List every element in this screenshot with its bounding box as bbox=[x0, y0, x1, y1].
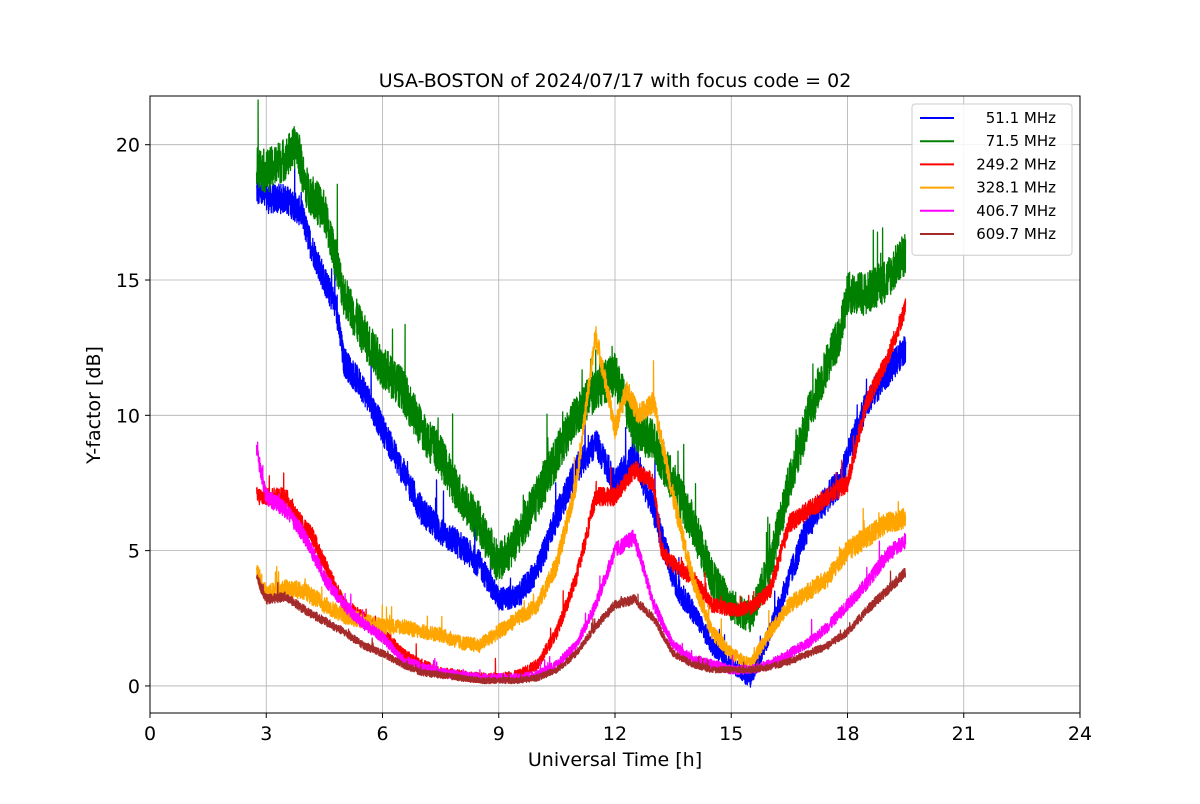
x-tick-label: 3 bbox=[260, 723, 272, 745]
x-tick-label: 18 bbox=[835, 723, 859, 745]
y-axis-label: Y-factor [dB] bbox=[83, 346, 105, 465]
x-tick-label: 9 bbox=[493, 723, 505, 745]
series-line-609-7-mhz bbox=[256, 567, 907, 685]
series-line-51-1-mhz bbox=[255, 167, 907, 688]
y-tick-label: 20 bbox=[116, 135, 140, 157]
plot-series bbox=[255, 99, 907, 688]
legend-label: 609.7 MHz bbox=[976, 225, 1056, 243]
series-line-406-7-mhz bbox=[255, 441, 907, 683]
series-line-71-5-mhz bbox=[255, 99, 907, 633]
axis-ticks: 0 3 6 9 12 15 18 21 24 0 5 10 15 20 bbox=[116, 135, 1092, 745]
legend: 51.1 MHz 71.5 MHz 249.2 MHz 328.1 MHz 406.7 … bbox=[911, 103, 1073, 256]
x-tick-label: 12 bbox=[603, 723, 627, 745]
series-line-328-1-mhz bbox=[255, 326, 907, 670]
x-axis-label: Universal Time [h] bbox=[528, 749, 702, 771]
legend-label: 71.5 MHz bbox=[986, 132, 1056, 150]
x-tick-label: 24 bbox=[1068, 723, 1092, 745]
x-tick-label: 15 bbox=[719, 723, 743, 745]
x-tick-label: 0 bbox=[144, 723, 156, 745]
chart-title: USA-BOSTON of 2024/07/17 with focus code… bbox=[379, 70, 852, 92]
legend-label: 328.1 MHz bbox=[976, 179, 1056, 197]
legend-label: 249.2 MHz bbox=[976, 155, 1056, 173]
x-tick-label: 21 bbox=[952, 723, 976, 745]
y-tick-label: 0 bbox=[128, 676, 140, 698]
legend-label: 51.1 MHz bbox=[986, 109, 1056, 127]
x-tick-label: 6 bbox=[376, 723, 388, 745]
legend-label: 406.7 MHz bbox=[976, 202, 1056, 220]
y-tick-label: 15 bbox=[116, 270, 140, 292]
y-tick-label: 10 bbox=[116, 405, 140, 427]
y-tick-label: 5 bbox=[128, 541, 140, 563]
